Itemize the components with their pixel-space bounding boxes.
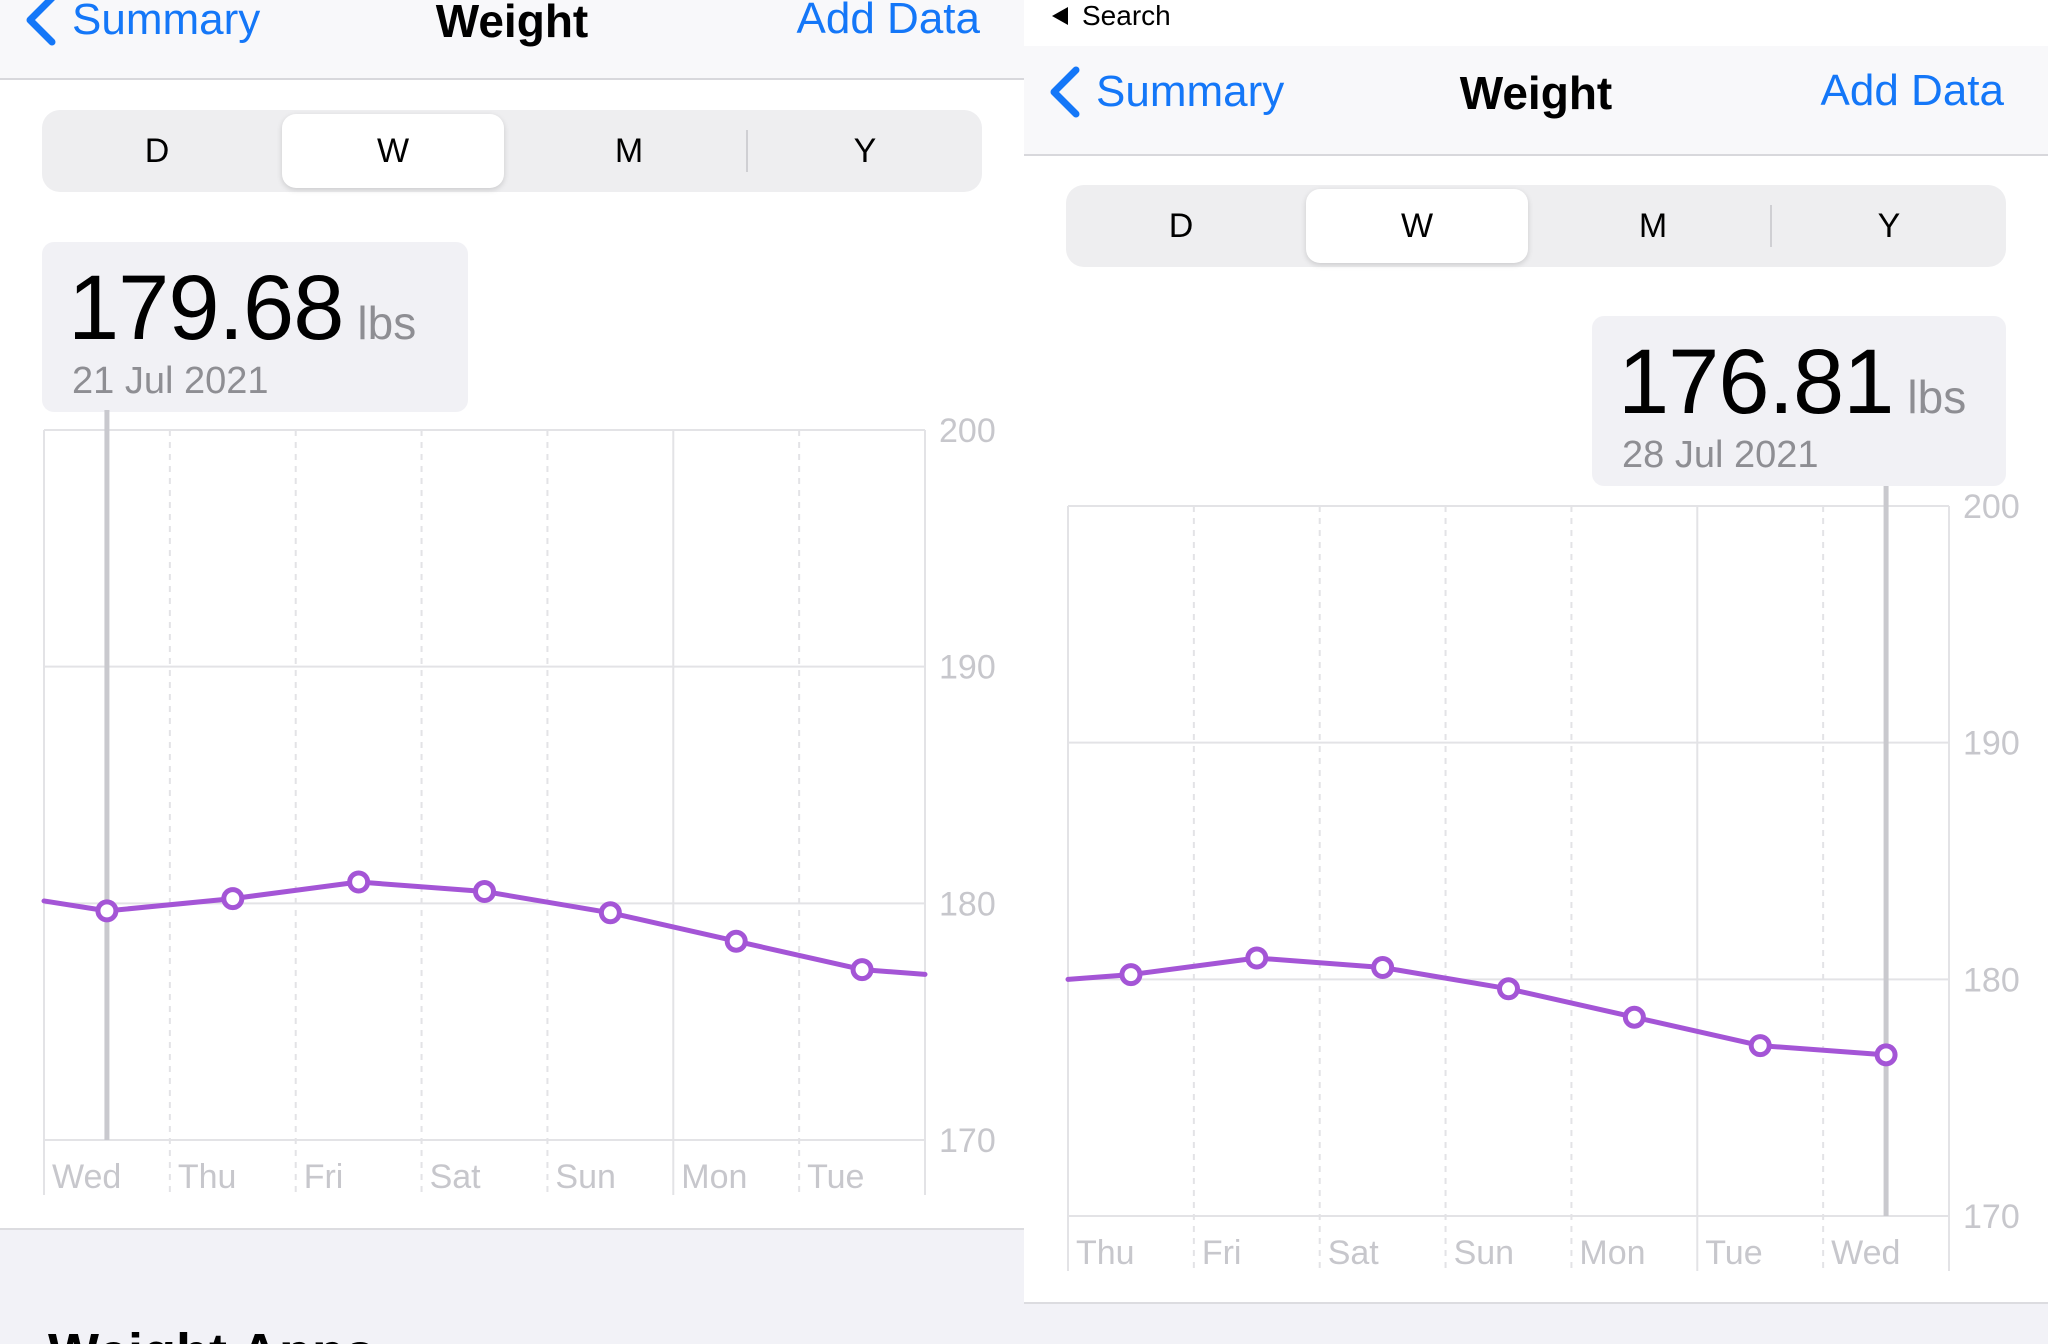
data-point	[347, 870, 371, 894]
weight-series-line	[1065, 955, 1889, 1058]
segment-month[interactable]: M	[614, 131, 644, 170]
segment-year[interactable]: Y	[853, 131, 877, 170]
data-point	[724, 929, 748, 953]
data-point	[1119, 963, 1143, 987]
segment-month[interactable]: M	[1638, 206, 1668, 245]
x-tick-label: Mon	[681, 1158, 747, 1196]
chevron-left-icon	[26, 0, 56, 46]
back-to-app[interactable]: Search	[1052, 0, 1171, 32]
weight-apps-section: Weight Apps	[0, 1228, 1024, 1344]
data-point	[473, 880, 496, 903]
data-point	[221, 887, 245, 911]
data-point	[1874, 1043, 1898, 1067]
x-tick-label: Sat	[430, 1158, 482, 1196]
segment-day[interactable]: D	[144, 131, 170, 170]
data-point	[1371, 956, 1395, 979]
segment-week[interactable]: W	[282, 114, 504, 188]
page-title: Weight	[435, 0, 589, 47]
weight-chart-svg: 170 180 190 200 Wed Thu Fri Sat Sun Mon Tue	[41, 410, 996, 1196]
add-data-button[interactable]: Add Data	[796, 0, 980, 43]
nav-bar: Summary Weight Add Data	[0, 0, 1024, 80]
weight-chart[interactable]: 170 180 190 200 Wed Thu Fri Sat Sun Mon Tue	[0, 410, 1024, 1210]
y-tick-label: 200	[939, 412, 996, 450]
data-point	[598, 901, 622, 925]
segment-divider	[1770, 205, 1772, 247]
segment-day[interactable]: D	[1168, 206, 1194, 245]
selected-date: 21 Jul 2021	[72, 360, 269, 402]
bottom-section	[1024, 1302, 2048, 1344]
back-button[interactable]: Summary	[24, 0, 260, 46]
selected-date: 28 Jul 2021	[1622, 434, 1819, 476]
x-tick-label: Sun	[555, 1158, 616, 1196]
data-point	[1245, 946, 1269, 970]
x-tick-label: Sat	[1328, 1234, 1380, 1272]
back-triangle-icon	[1052, 7, 1068, 25]
period-segmented-control: D W M Y	[42, 110, 982, 192]
back-label: Summary	[1096, 67, 1285, 116]
weight-unit: lbs	[357, 297, 417, 349]
segment-divider	[746, 130, 748, 172]
x-tick-label: Wed	[1831, 1234, 1900, 1272]
weight-chart[interactable]: 170 180 190 200 Thu Fri Sat Sun Mon Tue Wed	[1024, 486, 2048, 1286]
back-label: Summary	[72, 0, 261, 44]
x-tick-label: Thu	[178, 1158, 237, 1196]
x-tick-label: Fri	[1202, 1234, 1242, 1272]
back-app-label: Search	[1082, 0, 1171, 31]
section-title: Weight Apps	[48, 1322, 375, 1344]
y-tick-label: 200	[1963, 488, 2020, 526]
y-tick-label: 190	[1963, 725, 2020, 763]
nav-bar: Summary Weight Add Data	[1024, 46, 2048, 156]
x-tick-label: Thu	[1076, 1234, 1135, 1272]
chevron-left-icon	[1050, 66, 1080, 118]
x-tick-label: Wed	[52, 1158, 121, 1196]
y-tick-label: 170	[939, 1122, 996, 1160]
x-tick-label: Tue	[807, 1158, 864, 1196]
selected-value-callout: 176.81 lbs 28 Jul 2021	[1592, 316, 2006, 486]
selected-weight-value: 176.81	[1618, 331, 1894, 433]
y-tick-label: 180	[939, 885, 996, 923]
add-data-button[interactable]: Add Data	[1820, 66, 2004, 115]
data-point	[1622, 1005, 1646, 1029]
weight-unit: lbs	[1907, 371, 1967, 423]
segment-week[interactable]: W	[1306, 189, 1528, 263]
period-segmented-control: D W M Y	[1066, 185, 2006, 267]
x-tick-label: Mon	[1579, 1234, 1645, 1272]
y-tick-label: 170	[1963, 1198, 2020, 1236]
selected-value-callout: 179.68 lbs 21 Jul 2021	[42, 242, 468, 412]
y-tick-label: 190	[939, 649, 996, 687]
page-title: Weight	[1459, 67, 1613, 119]
data-point	[1748, 1034, 1772, 1058]
right-screen: Search Summary Weight Add Data D W M Y 1…	[1024, 0, 2048, 1344]
data-point	[850, 958, 874, 982]
x-tick-label: Tue	[1705, 1234, 1762, 1272]
back-button[interactable]: Summary	[1048, 66, 1284, 118]
x-tick-label: Fri	[304, 1158, 344, 1196]
selected-weight-value: 179.68	[68, 257, 344, 359]
segment-year[interactable]: Y	[1877, 206, 1901, 245]
y-tick-label: 180	[1963, 961, 2020, 999]
data-point	[1497, 977, 1520, 1001]
x-tick-label: Sun	[1454, 1234, 1515, 1272]
data-point	[95, 899, 119, 923]
left-screen: Summary Weight Add Data D W M Y 179.68 lb…	[0, 0, 1024, 1344]
weight-chart-svg: 170 180 190 200 Thu Fri Sat Sun Mon Tue Wed	[1065, 486, 2020, 1272]
